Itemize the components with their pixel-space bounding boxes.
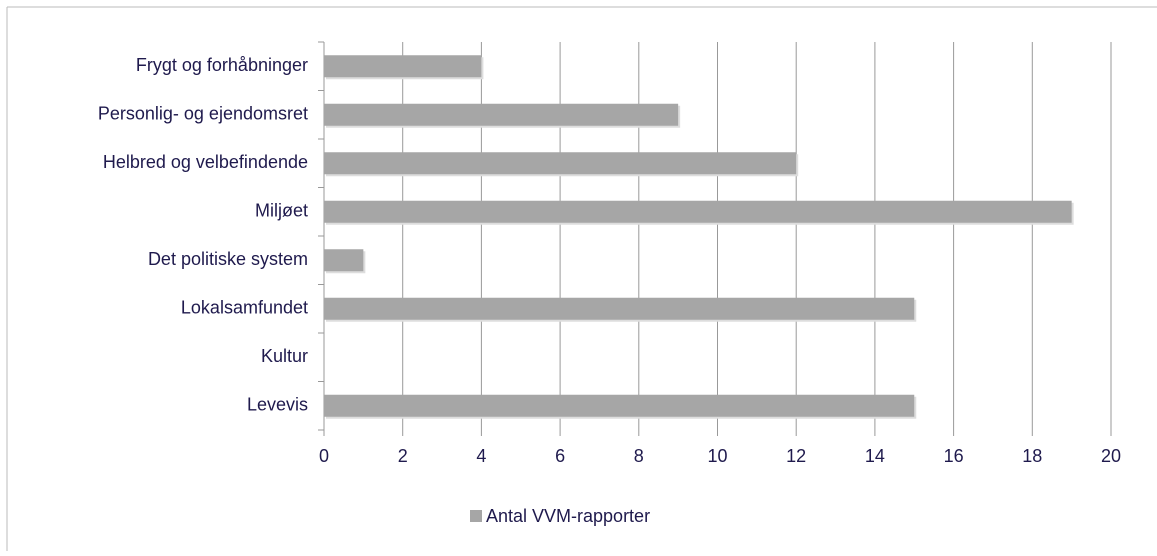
x-tick-label: 14	[865, 446, 885, 466]
y-tick-label: Lokalsamfundet	[181, 298, 308, 318]
y-tick-label: Personlig- og ejendomsret	[98, 104, 308, 124]
x-tick-label: 16	[944, 446, 964, 466]
y-tick-label: Det politiske system	[148, 249, 308, 269]
x-tick-label: 6	[555, 446, 565, 466]
legend-label: Antal VVM-rapporter	[486, 506, 650, 526]
bar	[324, 152, 797, 175]
x-tick-label: 12	[786, 446, 806, 466]
bar	[324, 55, 482, 78]
y-tick-label: Frygt og forhåbninger	[136, 55, 308, 75]
x-tick-label: 0	[319, 446, 329, 466]
bar	[324, 297, 915, 320]
x-tick-label: 10	[707, 446, 727, 466]
bar	[324, 200, 1072, 223]
x-tick-label: 4	[476, 446, 486, 466]
bar	[324, 103, 679, 126]
bar	[324, 394, 915, 417]
y-tick-label: Kultur	[261, 346, 308, 366]
y-tick-label: Levevis	[247, 395, 308, 415]
bar	[324, 249, 364, 272]
y-tick-label: Helbred og velbefindende	[103, 152, 308, 172]
legend-swatch	[470, 510, 482, 522]
x-tick-label: 18	[1022, 446, 1042, 466]
x-tick-label: 2	[398, 446, 408, 466]
y-tick-label: Miljøet	[255, 201, 308, 221]
x-tick-label: 20	[1101, 446, 1121, 466]
x-tick-label: 8	[634, 446, 644, 466]
